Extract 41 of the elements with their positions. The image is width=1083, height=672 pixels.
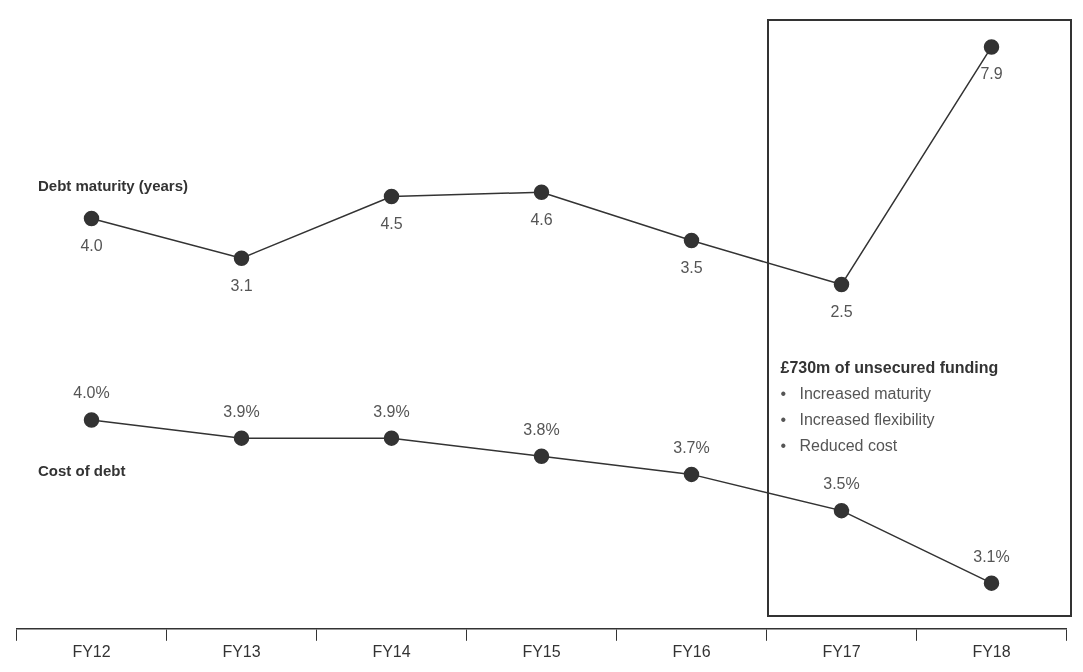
data-label: 3.5% xyxy=(823,475,860,493)
point xyxy=(683,466,700,483)
data-label: 4.0% xyxy=(73,384,110,402)
data-label: 3.7% xyxy=(673,438,710,456)
x-tick-label: FY17 xyxy=(822,642,861,660)
point xyxy=(383,430,400,446)
x-tick-label: FY16 xyxy=(672,642,711,660)
text: Cost of debt xyxy=(38,462,126,480)
data-label: 3.1% xyxy=(973,547,1010,565)
point xyxy=(533,448,550,465)
annotation: • Reduced cost xyxy=(780,437,898,455)
point xyxy=(83,412,100,428)
point xyxy=(233,430,250,446)
point xyxy=(833,276,850,293)
data-label: 7.9 xyxy=(980,65,1003,83)
point xyxy=(383,188,400,205)
point xyxy=(683,232,700,249)
point xyxy=(533,184,550,200)
text: £730m of unsecured funding xyxy=(780,359,999,377)
point xyxy=(83,210,100,227)
data-label: 3.1 xyxy=(230,276,253,294)
x-tick-label: FY14 xyxy=(372,642,411,660)
data-label: 3.9% xyxy=(223,402,260,420)
data-label: 3.8% xyxy=(523,420,560,438)
text: Debt maturity (years) xyxy=(38,176,189,194)
data-label: 4.0 xyxy=(80,236,103,254)
x-tick-label: FY13 xyxy=(222,642,261,660)
point xyxy=(983,39,1000,55)
data-label: 4.5 xyxy=(380,214,403,232)
x-tick-label: FY12 xyxy=(72,642,111,660)
data-label: 3.5 xyxy=(680,258,703,276)
x-tick-label: FY15 xyxy=(522,642,561,660)
text: • Increased maturity xyxy=(780,385,932,403)
data-label: 2.5 xyxy=(830,303,853,320)
data-label: 3.9% xyxy=(373,402,410,420)
data-label: 4.6 xyxy=(530,210,553,228)
point xyxy=(233,250,250,266)
x-tick-label: FY18 xyxy=(972,642,1011,660)
point xyxy=(983,575,1000,591)
annotation: • Increased flexibility xyxy=(780,411,935,429)
point xyxy=(833,502,850,519)
